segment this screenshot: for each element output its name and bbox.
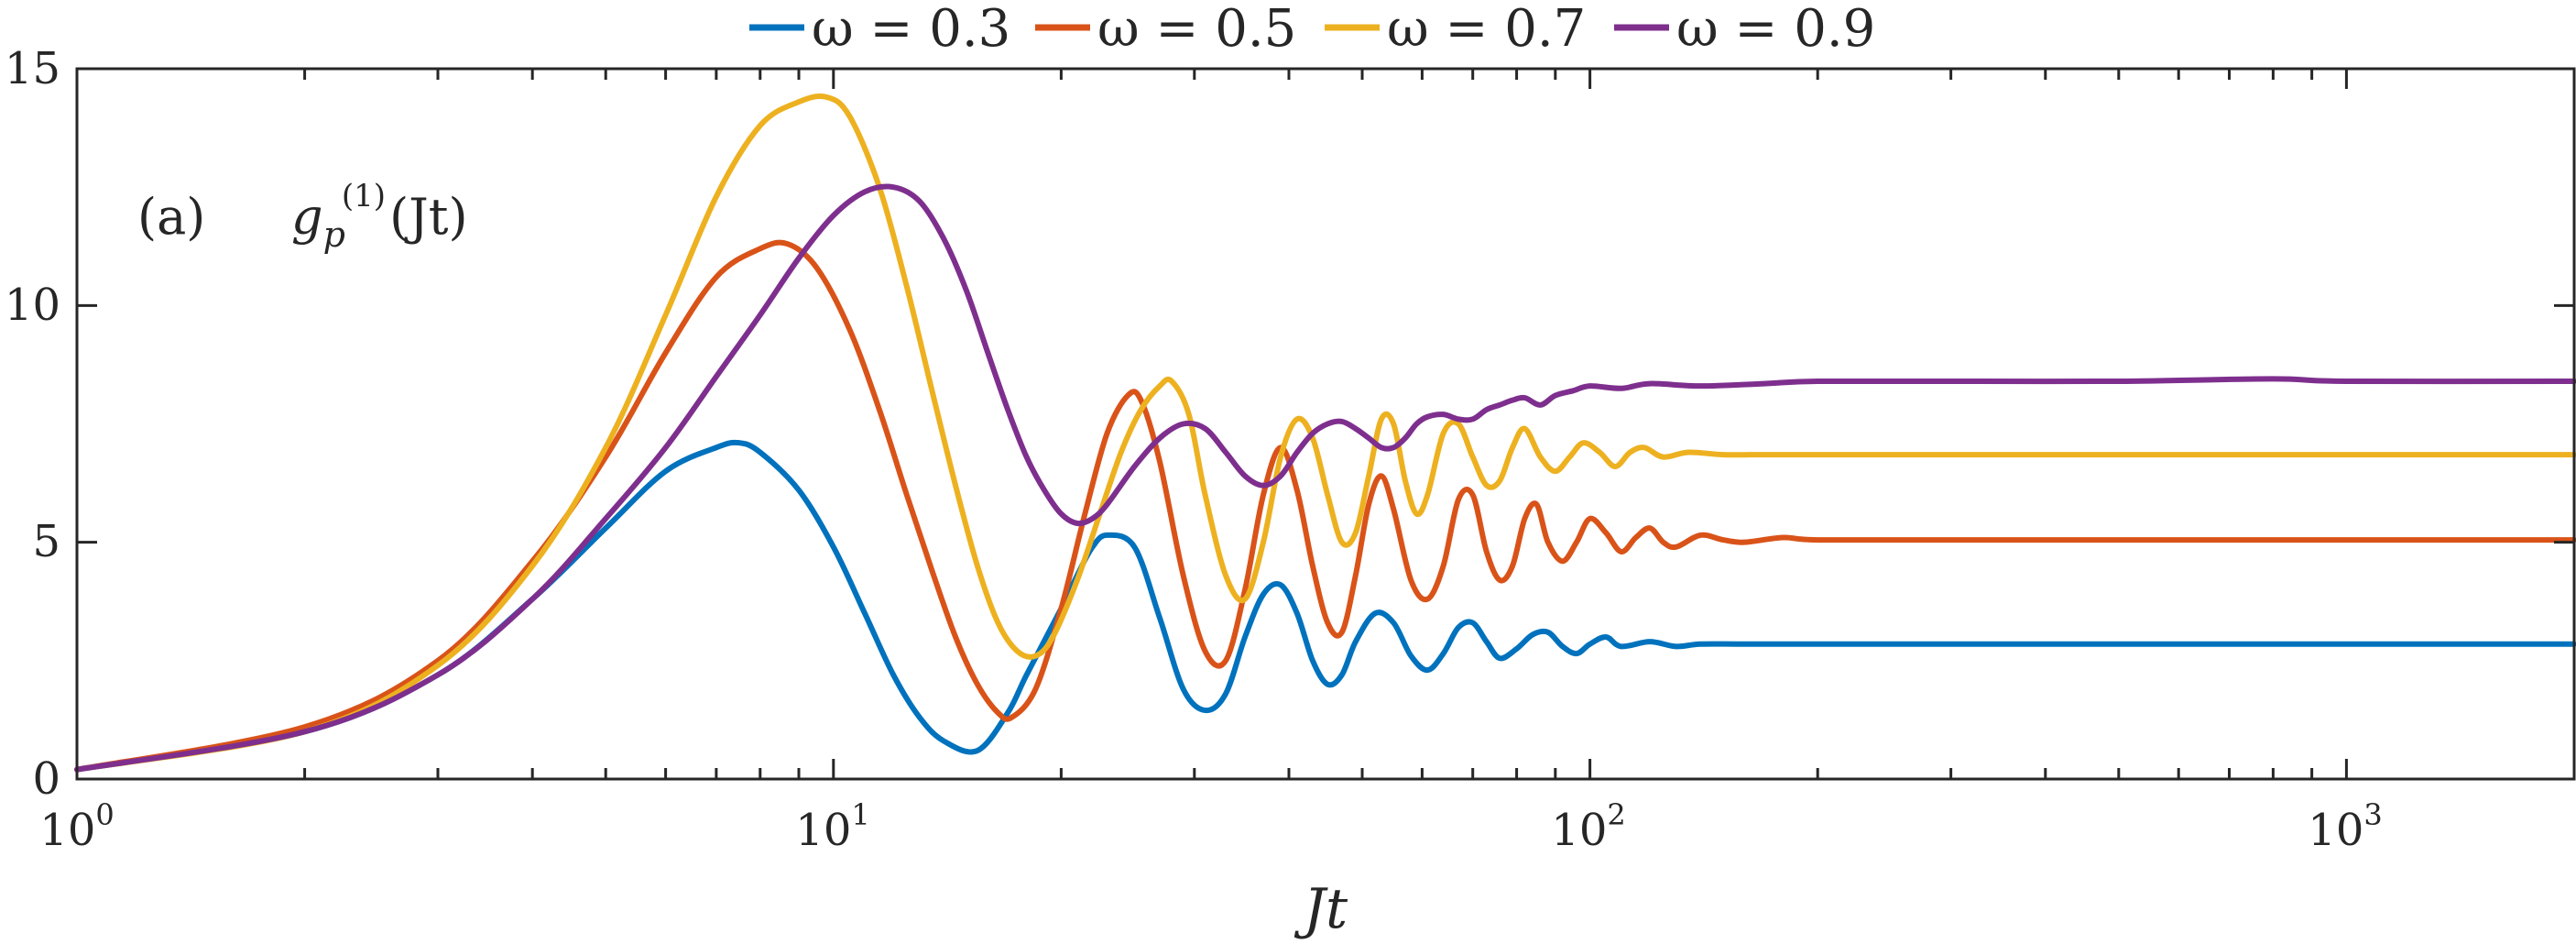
series-line-1 [74,239,2576,773]
x-tick-label-100: 102 [1551,797,1625,856]
series-line-2 [74,93,2576,773]
y-tick-label-15: 15 [5,43,60,94]
legend-label-1: ω = 0.5 [1097,0,1296,59]
x-axis-title: Jt [1293,877,1348,941]
panel-label: (a) [137,188,205,246]
y-tick-label-5: 5 [32,516,60,567]
x-tick-label-10: 101 [795,797,869,856]
x-tick-label-1: 100 [39,797,114,856]
x-tick-label-1000: 103 [2308,797,2382,856]
y-tick-label-0: 0 [32,753,60,805]
series-line-3 [74,183,2576,773]
y-tick-labels: 0 5 10 15 [5,43,60,805]
legend-label-3: ω = 0.9 [1676,0,1875,59]
legend-label-2: ω = 0.7 [1387,0,1586,59]
legend-label-0: ω = 0.3 [812,0,1010,59]
series-line-0 [74,439,2576,773]
series-layer [74,93,2576,773]
function-label: gp(1)(Jt) [291,178,468,255]
legend: ω = 0.3 ω = 0.5 ω = 0.7 ω = 0.9 [749,0,1875,59]
x-tick-labels: 100 101 102 103 [39,797,2382,856]
plot-area-frame [75,67,2576,781]
y-tick-label-10: 10 [5,280,60,331]
